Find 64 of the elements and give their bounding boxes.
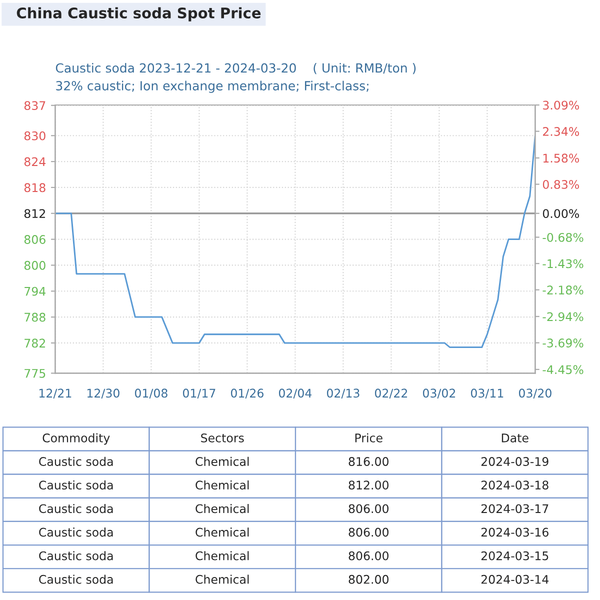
- x-tick-label: 03/11: [470, 388, 504, 399]
- y2-tick-label: 1.58%: [543, 154, 579, 163]
- text: Chemical: [196, 574, 249, 584]
- y-tick-label: 818: [24, 183, 46, 192]
- text: 2024-03-15: [481, 551, 548, 560]
- y-tick-label: 775: [24, 369, 46, 378]
- text: 812.00: [348, 480, 388, 490]
- text: Caustic soda: [39, 456, 113, 466]
- x-tick-label: 12/30: [87, 388, 120, 399]
- x-tick-label: 01/08: [134, 388, 168, 399]
- text: Price: [355, 433, 382, 442]
- y2-tick-label: 2.34%: [543, 127, 579, 136]
- text: Commodity: [42, 433, 110, 445]
- x-tick-label: 03/20: [518, 388, 552, 399]
- x-tick-label: 02/22: [374, 388, 408, 399]
- y2-tick-label: -2.94%: [542, 312, 584, 322]
- x-tick-label: 12/21: [39, 388, 72, 399]
- x-tick-label: 01/26: [230, 388, 264, 399]
- x-tick-label: 02/13: [326, 388, 360, 399]
- chart-title: China Caustic soda Spot Price: [16, 7, 261, 22]
- text: Caustic soda: [39, 504, 113, 514]
- text: Caustic soda: [39, 551, 113, 560]
- y-tick-label: 788: [24, 312, 46, 322]
- y-tick-label: 812: [24, 209, 45, 218]
- y2-tick-label: 0.83%: [542, 180, 579, 189]
- text: 2024-03-18: [481, 480, 548, 490]
- x-tick-label: 02/04: [278, 388, 312, 399]
- y2-tick-label: -0.68%: [542, 232, 584, 242]
- text: Chemical: [196, 528, 249, 537]
- y-tick-label: 824: [24, 157, 46, 166]
- text: 806.00: [348, 551, 388, 560]
- text: Caustic soda: [39, 574, 113, 584]
- text: 806.00: [348, 504, 388, 514]
- text: Sectors: [201, 433, 244, 442]
- text: 802.00: [348, 574, 388, 584]
- text: 2024-03-19: [481, 457, 548, 466]
- y2-tick-label: 3.09%: [543, 100, 579, 110]
- text: 2024-03-14: [481, 574, 549, 584]
- y-tick-label: 800: [24, 260, 46, 270]
- text: Caustic soda: [39, 528, 113, 537]
- y2-tick-label: -1.43%: [542, 259, 584, 268]
- text: 2024-03-17: [481, 504, 548, 514]
- y-tick-label: 806: [24, 235, 46, 244]
- y2-tick-label: 0.00%: [542, 209, 579, 218]
- text: Caustic soda: [39, 480, 113, 490]
- text: Chemical: [196, 504, 249, 514]
- x-tick-label: 01/17: [182, 388, 216, 399]
- text: Date: [502, 434, 528, 442]
- y-tick-label: 830: [24, 131, 46, 140]
- text: Chemical: [196, 480, 249, 490]
- y-tick-label: 782: [24, 338, 45, 348]
- y-tick-label: 794: [24, 286, 46, 296]
- text: 2024-03-16: [481, 528, 548, 537]
- text: Chemical: [196, 551, 249, 560]
- y2-tick-label: -4.45%: [542, 365, 584, 374]
- y2-tick-label: -3.69%: [542, 338, 584, 348]
- line-series: [55, 134, 536, 348]
- y-tick-label: 837: [24, 101, 46, 110]
- text: 816.00: [348, 457, 388, 466]
- x-tick-label: 03/02: [422, 388, 456, 399]
- text: Chemical: [196, 456, 249, 466]
- y2-tick-label: -2.18%: [542, 286, 584, 294]
- text: 806.00: [348, 528, 388, 537]
- chart-subtitle: Caustic soda 2023-12-21 - 2024-03-20 ( Unit: RMB/ton ) 32% caustic; Ion exchange membrane; First-class;: [56, 63, 416, 93]
